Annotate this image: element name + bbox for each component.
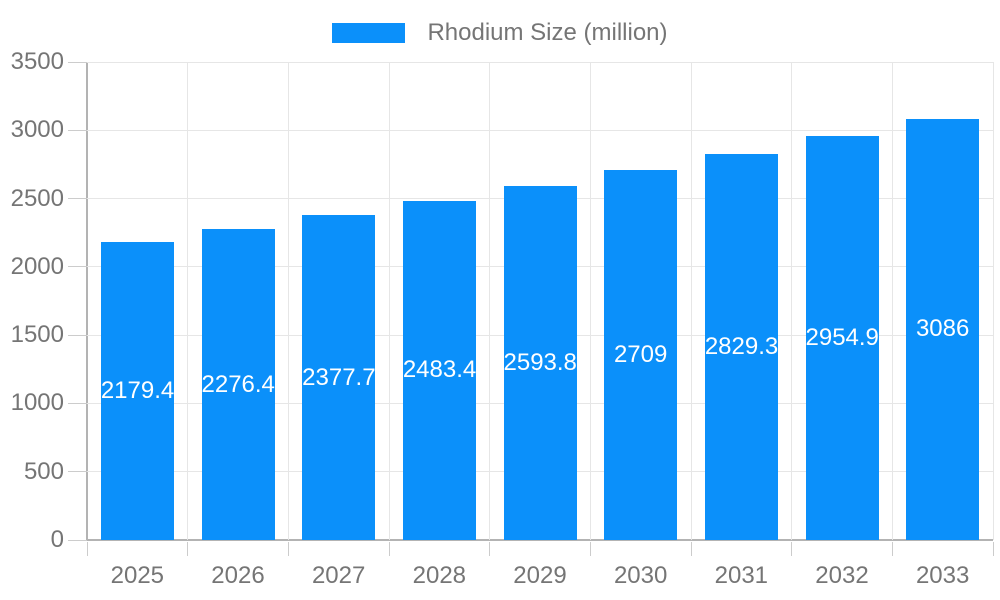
x-axis-label: 2027 (311, 562, 366, 589)
y-axis-label: 500 (23, 457, 64, 485)
y-tick-mark (68, 61, 87, 63)
y-axis-label: 2000 (10, 252, 64, 280)
x-gridline (791, 62, 793, 540)
x-tick-mark (992, 542, 994, 556)
y-gridline (87, 61, 993, 63)
x-gridline (690, 62, 692, 540)
bar-2028[interactable]: 2483.4 (402, 200, 477, 540)
bar-value-label: 2276.4 (201, 370, 275, 398)
x-axis-line (87, 539, 993, 541)
y-axis-line (86, 62, 88, 541)
x-axis-label: 2028 (412, 562, 467, 589)
y-axis-label: 1500 (10, 321, 64, 349)
bar-2025[interactable]: 2179.4 (100, 242, 175, 540)
x-gridline (187, 62, 189, 540)
bar-2029[interactable]: 2593.8 (503, 185, 577, 540)
y-tick-mark (68, 539, 87, 541)
x-tick-mark (489, 542, 491, 556)
x-gridline (388, 62, 390, 540)
y-axis-label: 1000 (10, 389, 64, 417)
y-tick-mark (68, 334, 87, 336)
x-tick-mark (287, 542, 289, 556)
y-tick-mark (68, 402, 87, 404)
bar-value-label: 2179.4 (100, 377, 175, 405)
bar-value-label: 2593.8 (503, 348, 577, 376)
bar-2026[interactable]: 2276.4 (201, 229, 275, 540)
x-axis-label: 2026 (211, 562, 265, 589)
bar-value-label: 2709 (613, 341, 668, 369)
bar-2033[interactable]: 3086 (906, 118, 980, 540)
legend[interactable]: Rhodium Size (million) (0, 19, 1000, 47)
x-axis-label: 2031 (714, 562, 769, 589)
y-axis-label: 3500 (10, 48, 64, 75)
y-tick-mark (68, 198, 87, 200)
y-gridline (87, 129, 993, 131)
x-gridline (489, 62, 491, 540)
bar-value-label: 2377.7 (302, 363, 376, 391)
bar-2030[interactable]: 2709 (604, 170, 678, 540)
bar-2027[interactable]: 2377.7 (302, 215, 376, 540)
bar-2031[interactable]: 2829.3 (704, 153, 779, 540)
x-tick-mark (86, 542, 88, 556)
x-axis-label: 2025 (110, 562, 165, 589)
x-axis-label: 2030 (613, 562, 668, 589)
y-tick-mark (68, 471, 87, 473)
bar-value-label: 2829.3 (704, 332, 779, 360)
x-tick-mark (690, 542, 692, 556)
x-axis-label: 2033 (915, 562, 970, 589)
x-gridline (891, 62, 893, 540)
x-gridline (589, 62, 591, 540)
x-tick-mark (791, 542, 793, 556)
x-tick-mark (891, 542, 893, 556)
bar-value-label: 2483.4 (402, 356, 477, 384)
x-gridline (992, 62, 994, 540)
bar-value-label: 3086 (915, 315, 970, 343)
x-axis-label: 2032 (815, 562, 869, 589)
x-gridline (287, 62, 289, 540)
plot-area: 2179.4 2276.4 2377.7 2483.4 2593.8 2709 2829.3… (87, 61, 994, 540)
legend-swatch (332, 23, 406, 43)
legend-label: Rhodium Size (million) (427, 19, 668, 46)
y-axis-label: 3000 (10, 116, 64, 144)
x-tick-mark (388, 542, 390, 556)
x-axis-label: 2029 (513, 562, 567, 589)
y-tick-mark (68, 266, 87, 268)
y-tick-mark (68, 129, 87, 131)
x-tick-mark (187, 542, 189, 556)
y-axis-label: 0 (50, 526, 64, 553)
bar-2032[interactable]: 2954.9 (805, 136, 879, 540)
y-axis-label: 2500 (10, 184, 64, 212)
bar-value-label: 2954.9 (805, 324, 879, 352)
x-tick-mark (589, 542, 591, 556)
